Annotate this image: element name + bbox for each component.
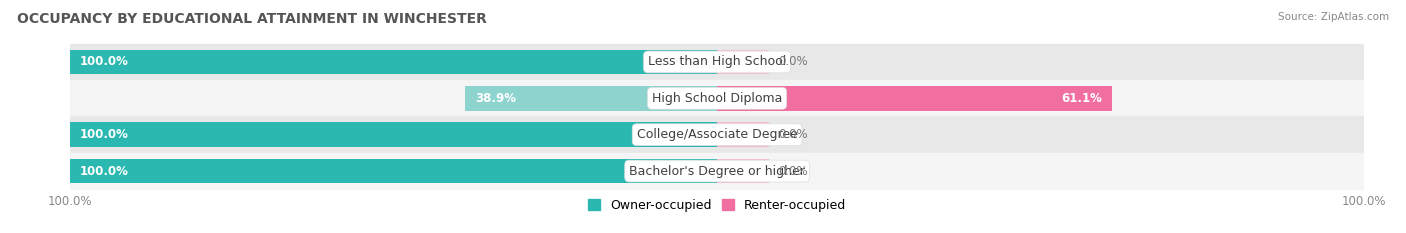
Text: 61.1%: 61.1% (1062, 92, 1102, 105)
Bar (70, 44, 1364, 80)
Bar (70, 153, 1364, 189)
Bar (70, 122, 717, 147)
Bar (717, 50, 769, 74)
Text: 0.0%: 0.0% (779, 128, 808, 141)
Text: 100.0%: 100.0% (80, 128, 129, 141)
Text: 0.0%: 0.0% (779, 164, 808, 178)
Bar (70, 159, 717, 183)
Text: 100.0%: 100.0% (80, 164, 129, 178)
Text: OCCUPANCY BY EDUCATIONAL ATTAINMENT IN WINCHESTER: OCCUPANCY BY EDUCATIONAL ATTAINMENT IN W… (17, 12, 486, 26)
Bar (70, 50, 717, 74)
Legend: Owner-occupied, Renter-occupied: Owner-occupied, Renter-occupied (588, 199, 846, 212)
Text: High School Diploma: High School Diploma (652, 92, 782, 105)
Bar (717, 159, 769, 183)
Text: Bachelor's Degree or higher: Bachelor's Degree or higher (628, 164, 806, 178)
Text: Less than High School: Less than High School (648, 55, 786, 69)
Bar (70, 116, 1364, 153)
Bar (717, 122, 769, 147)
Text: 0.0%: 0.0% (779, 55, 808, 69)
Text: 38.9%: 38.9% (475, 92, 516, 105)
Bar (70, 80, 1364, 116)
Text: College/Associate Degree: College/Associate Degree (637, 128, 797, 141)
Text: 100.0%: 100.0% (80, 55, 129, 69)
Bar (717, 86, 1112, 111)
Text: Source: ZipAtlas.com: Source: ZipAtlas.com (1278, 12, 1389, 22)
Bar (465, 86, 717, 111)
